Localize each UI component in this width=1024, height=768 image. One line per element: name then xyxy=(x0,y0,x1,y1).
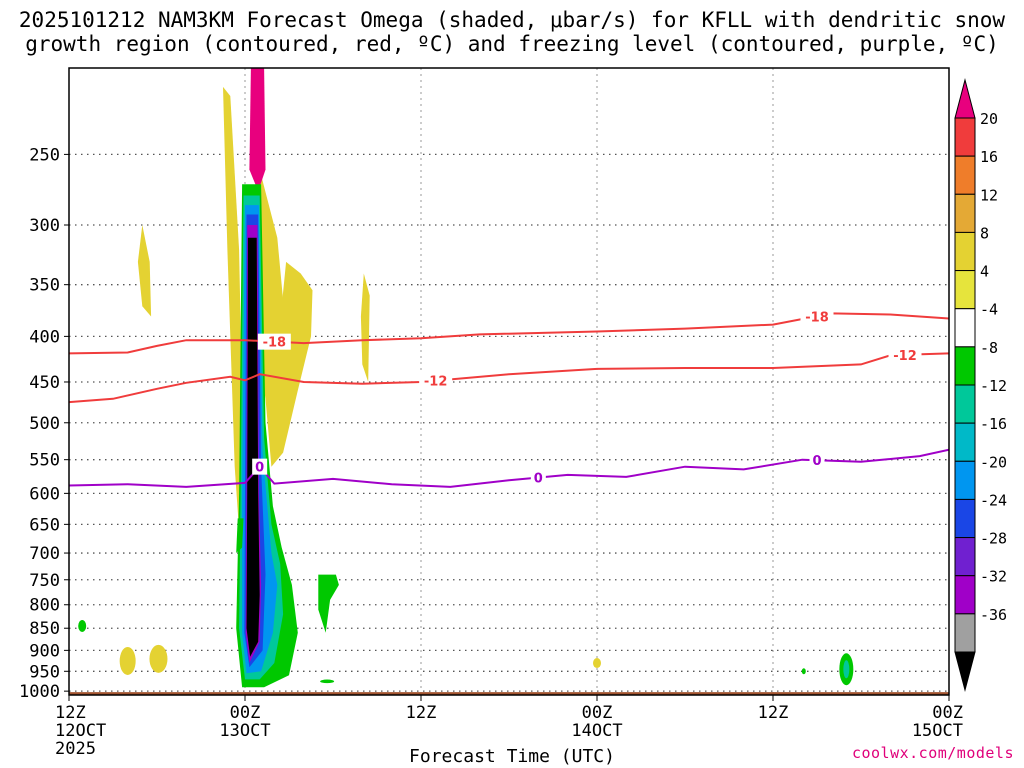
omega-positive-region xyxy=(593,658,601,669)
omega-negative-region xyxy=(318,574,339,633)
colorbar-label: 8 xyxy=(980,224,989,242)
contour-label: -18 xyxy=(805,310,829,325)
colorbar-label: -4 xyxy=(980,301,998,319)
colorbar-segment xyxy=(954,117,976,157)
colorbar-label: -12 xyxy=(980,377,1007,395)
omega-positive-region xyxy=(137,225,152,317)
colorbar-segment xyxy=(954,422,976,462)
colorbar-segment xyxy=(954,613,976,653)
colorbar-segment xyxy=(954,346,976,386)
x-tick-label: 00Z xyxy=(932,703,963,723)
omega-strong-positive xyxy=(249,68,266,192)
colorbar-top-arrow xyxy=(954,78,976,119)
x-tick-label: 2025 xyxy=(55,739,96,759)
x-tick-label: 12OCT xyxy=(55,721,106,741)
colorbar-label: 20 xyxy=(980,110,998,128)
colorbar-segment xyxy=(954,155,976,195)
omega-negative-region xyxy=(843,660,850,679)
contour-label-bg xyxy=(419,372,453,389)
x-tick-label: 13OCT xyxy=(219,721,270,741)
ground-surface xyxy=(69,692,949,695)
omega-negative-region xyxy=(78,619,87,632)
y-tick-label: 1000 xyxy=(19,682,60,702)
colorbar: 20 16 12 8 4 -4 -8 -12 -16 -20 -24 -28 -32 -36 xyxy=(954,78,1007,692)
colorbar-segment xyxy=(954,460,976,500)
omega-negative-region xyxy=(801,668,806,675)
chart-title-line1: 2025101212 NAM3KM Forecast Omega (shaded… xyxy=(18,8,1006,32)
contour-label: -12 xyxy=(424,375,448,390)
contour-label-bg xyxy=(800,308,834,325)
colorbar-label: -16 xyxy=(980,415,1007,433)
x-axis-title: Forecast Time (UTC) xyxy=(409,746,615,767)
y-axis: 2503003504004505005506006507007508008509… xyxy=(19,145,69,702)
y-tick-label: 700 xyxy=(29,544,60,564)
omega-negative-region xyxy=(236,518,244,553)
colorbar-label: -36 xyxy=(980,606,1007,624)
y-tick-label: 950 xyxy=(29,662,60,682)
y-tick-label: 450 xyxy=(29,373,60,393)
y-tick-label: 550 xyxy=(29,451,60,471)
colorbar-bottom-arrow xyxy=(954,651,976,692)
colorbar-segment xyxy=(954,193,976,233)
contour-label: -18 xyxy=(263,336,287,351)
y-tick-label: 250 xyxy=(29,145,60,165)
y-tick-label: 300 xyxy=(29,216,60,236)
omega-positive-region xyxy=(149,644,168,673)
y-tick-label: 900 xyxy=(29,641,60,661)
y-tick-label: 500 xyxy=(29,414,60,434)
colorbar-segment xyxy=(954,231,976,272)
x-tick-label: 14OCT xyxy=(571,721,622,741)
colorbar-label: 16 xyxy=(980,148,998,166)
contour-line--12 xyxy=(69,352,949,404)
omega-positive-region xyxy=(265,261,313,467)
colorbar-label: 12 xyxy=(980,186,998,204)
contour-label-bg xyxy=(252,458,268,475)
y-tick-label: 600 xyxy=(29,484,60,504)
omega-positive-region xyxy=(360,273,370,382)
omega-positive-region xyxy=(223,86,244,554)
x-tick-label: 12Z xyxy=(758,703,789,723)
colorbar-label: -32 xyxy=(980,568,1007,586)
colorbar-segment xyxy=(954,498,976,539)
colorbar-label: -20 xyxy=(980,453,1007,471)
x-tick-label: 12Z xyxy=(55,703,86,723)
contour-label: 0 xyxy=(812,454,821,469)
x-tick-label: 00Z xyxy=(582,703,613,723)
contour-label-bg xyxy=(809,452,825,469)
y-tick-label: 750 xyxy=(29,571,60,591)
chart-title-line2: growth region (contoured, red, ºC) and f… xyxy=(25,32,999,56)
contour-label: 0 xyxy=(255,461,264,476)
x-tick-label: 15OCT xyxy=(912,721,963,741)
y-tick-label: 400 xyxy=(29,327,60,347)
y-tick-label: 850 xyxy=(29,619,60,639)
omega-strong-negative xyxy=(246,237,260,657)
colorbar-label: -28 xyxy=(980,530,1007,548)
x-tick-label: 00Z xyxy=(230,703,261,723)
contour-label: -12 xyxy=(893,349,917,364)
omega-positive-region xyxy=(119,646,136,675)
y-tick-label: 800 xyxy=(29,596,60,616)
omega-negative-region xyxy=(320,679,335,684)
colorbar-label: -8 xyxy=(980,339,998,357)
y-tick-label: 650 xyxy=(29,515,60,535)
y-tick-label: 350 xyxy=(29,276,60,296)
colorbar-label: 4 xyxy=(980,263,989,281)
contour-label-bg xyxy=(888,346,922,363)
contour-label: 0 xyxy=(534,472,543,487)
colorbar-segment xyxy=(954,270,976,310)
colorbar-segment xyxy=(954,537,976,577)
colorbar-label: -24 xyxy=(980,491,1007,509)
contour-label-bg xyxy=(257,333,291,350)
colorbar-segment xyxy=(954,575,976,615)
contour-label-bg xyxy=(530,469,546,486)
plot-area: -18 -18 -12 -12 0 0 0 xyxy=(69,68,949,695)
x-tick-label: 12Z xyxy=(406,703,437,723)
site-credit[interactable]: coolwx.com/models xyxy=(851,744,1014,762)
colorbar-segment xyxy=(954,384,976,424)
colorbar-segment xyxy=(954,308,976,348)
